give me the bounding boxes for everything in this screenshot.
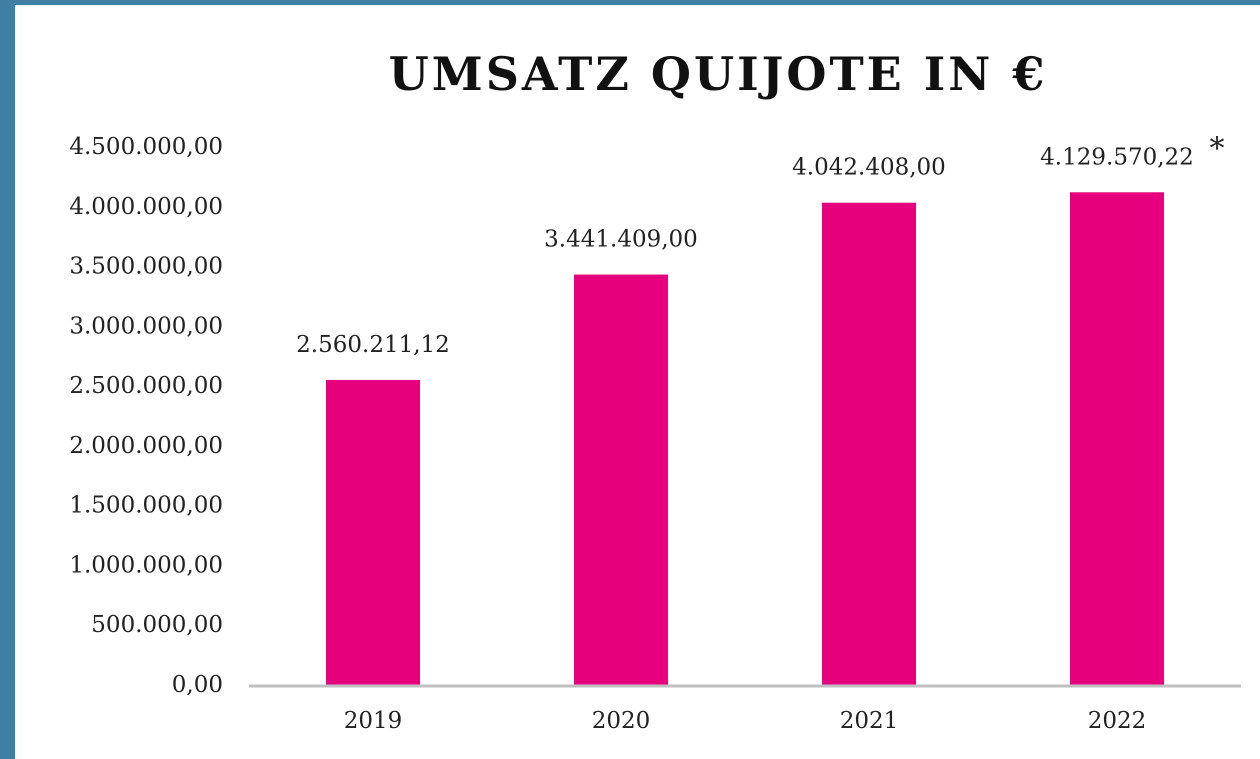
annotation: *	[1210, 131, 1225, 166]
bar	[326, 379, 420, 686]
x-tick-label: 2021	[840, 708, 899, 734]
y-tick-label: 2.500.000,00	[69, 373, 223, 399]
y-tick-label: 1.500.000,00	[69, 493, 223, 519]
data-label: 3.441.409,00	[544, 227, 698, 253]
bar	[574, 274, 668, 686]
chart-title: UMSATZ QUIJOTE IN €	[389, 47, 1048, 101]
data-label: 2.560.211,12	[296, 332, 450, 358]
data-label: 4.129.570,22	[1040, 144, 1194, 170]
y-tick-label: 1.000.000,00	[69, 552, 223, 578]
x-tick-label: 2022	[1088, 708, 1147, 734]
y-tick-label: 3.500.000,00	[69, 254, 223, 280]
x-tick-label: 2019	[344, 708, 403, 734]
y-tick-label: 4.000.000,00	[69, 194, 223, 220]
y-tick-label: 4.500.000,00	[69, 134, 223, 160]
bar	[1070, 192, 1164, 687]
bar	[822, 202, 916, 686]
y-tick-label: 0,00	[172, 672, 223, 698]
y-tick-label: 3.000.000,00	[69, 313, 223, 339]
y-tick-label: 500.000,00	[91, 612, 223, 638]
data-label: 4.042.408,00	[792, 155, 946, 181]
x-tick-label: 2020	[592, 708, 651, 734]
y-tick-label: 2.000.000,00	[69, 433, 223, 459]
